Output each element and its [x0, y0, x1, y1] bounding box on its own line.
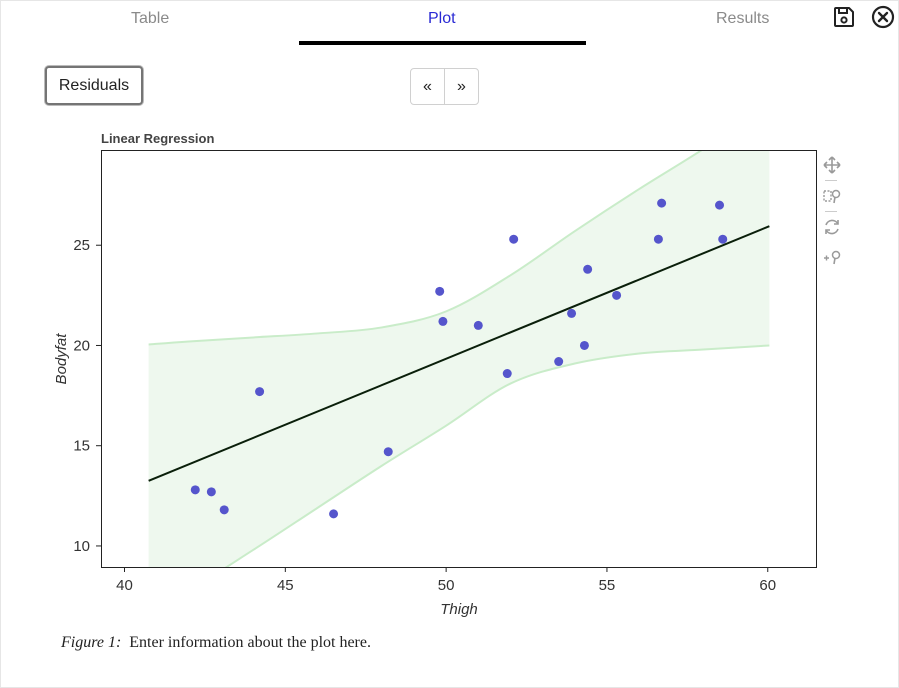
- data-point: [435, 286, 445, 296]
- previous-button[interactable]: «: [411, 69, 444, 104]
- y-tick-label: 20: [73, 337, 90, 354]
- save-icon[interactable]: [832, 5, 856, 29]
- figure-caption: Figure 1: Enter information about the pl…: [61, 634, 371, 652]
- data-point: [255, 387, 265, 397]
- regression-line: [148, 225, 770, 482]
- x-tick-label: 60: [759, 577, 776, 594]
- tab-table[interactable]: Table: [131, 10, 170, 27]
- x-tick-label: 50: [438, 577, 455, 594]
- x-tick-label: 45: [277, 577, 294, 594]
- pan-icon[interactable]: [822, 155, 842, 175]
- x-axis: 40 45 50 55 60: [116, 567, 776, 594]
- tab-results[interactable]: Results: [716, 10, 770, 27]
- confidence-band-upper: [148, 151, 703, 346]
- y-tick-label: 10: [73, 538, 90, 555]
- y-axis: 10 15 20 25: [73, 237, 102, 555]
- confidence-band-lower: [224, 344, 770, 567]
- active-tab-indicator: [299, 41, 586, 45]
- data-point: [653, 234, 663, 244]
- data-point: [567, 308, 577, 318]
- data-point: [473, 320, 483, 330]
- reset-icon[interactable]: [822, 217, 842, 237]
- data-points: [190, 198, 728, 519]
- data-point: [579, 340, 589, 350]
- x-tick-label: 40: [116, 577, 133, 594]
- data-point: [509, 234, 519, 244]
- confidence-band: [148, 151, 770, 567]
- data-point: [657, 198, 667, 208]
- data-point: [583, 264, 593, 274]
- data-point: [554, 357, 564, 367]
- data-point: [190, 485, 200, 495]
- close-icon[interactable]: [871, 5, 895, 29]
- y-tick-label: 25: [73, 237, 90, 254]
- data-point: [206, 487, 216, 497]
- data-point: [715, 200, 725, 210]
- y-tick-label: 15: [73, 438, 90, 455]
- pager: « »: [410, 68, 479, 105]
- chart-title: Linear Regression: [101, 131, 215, 146]
- x-tick-label: 55: [599, 577, 616, 594]
- next-button[interactable]: »: [444, 69, 478, 104]
- data-point: [502, 369, 512, 379]
- plot-frame: [101, 150, 817, 568]
- data-point: [383, 447, 393, 457]
- box-zoom-icon[interactable]: [822, 186, 842, 206]
- figure-label: Figure 1:: [61, 634, 122, 651]
- caption-text: Enter information about the plot here.: [129, 634, 371, 651]
- tab-plot[interactable]: Plot: [428, 10, 456, 27]
- toolbar-divider: [825, 211, 837, 212]
- data-point: [438, 316, 448, 326]
- toolbar-divider: [825, 180, 837, 181]
- y-axis-label: Bodyfat: [53, 333, 70, 385]
- data-point: [718, 234, 728, 244]
- residuals-button[interactable]: Residuals: [45, 66, 143, 105]
- data-point: [612, 290, 622, 300]
- wheel-zoom-icon[interactable]: [822, 247, 842, 267]
- data-point: [329, 509, 339, 519]
- data-point: [219, 505, 229, 515]
- x-axis-label: Thigh: [440, 601, 478, 618]
